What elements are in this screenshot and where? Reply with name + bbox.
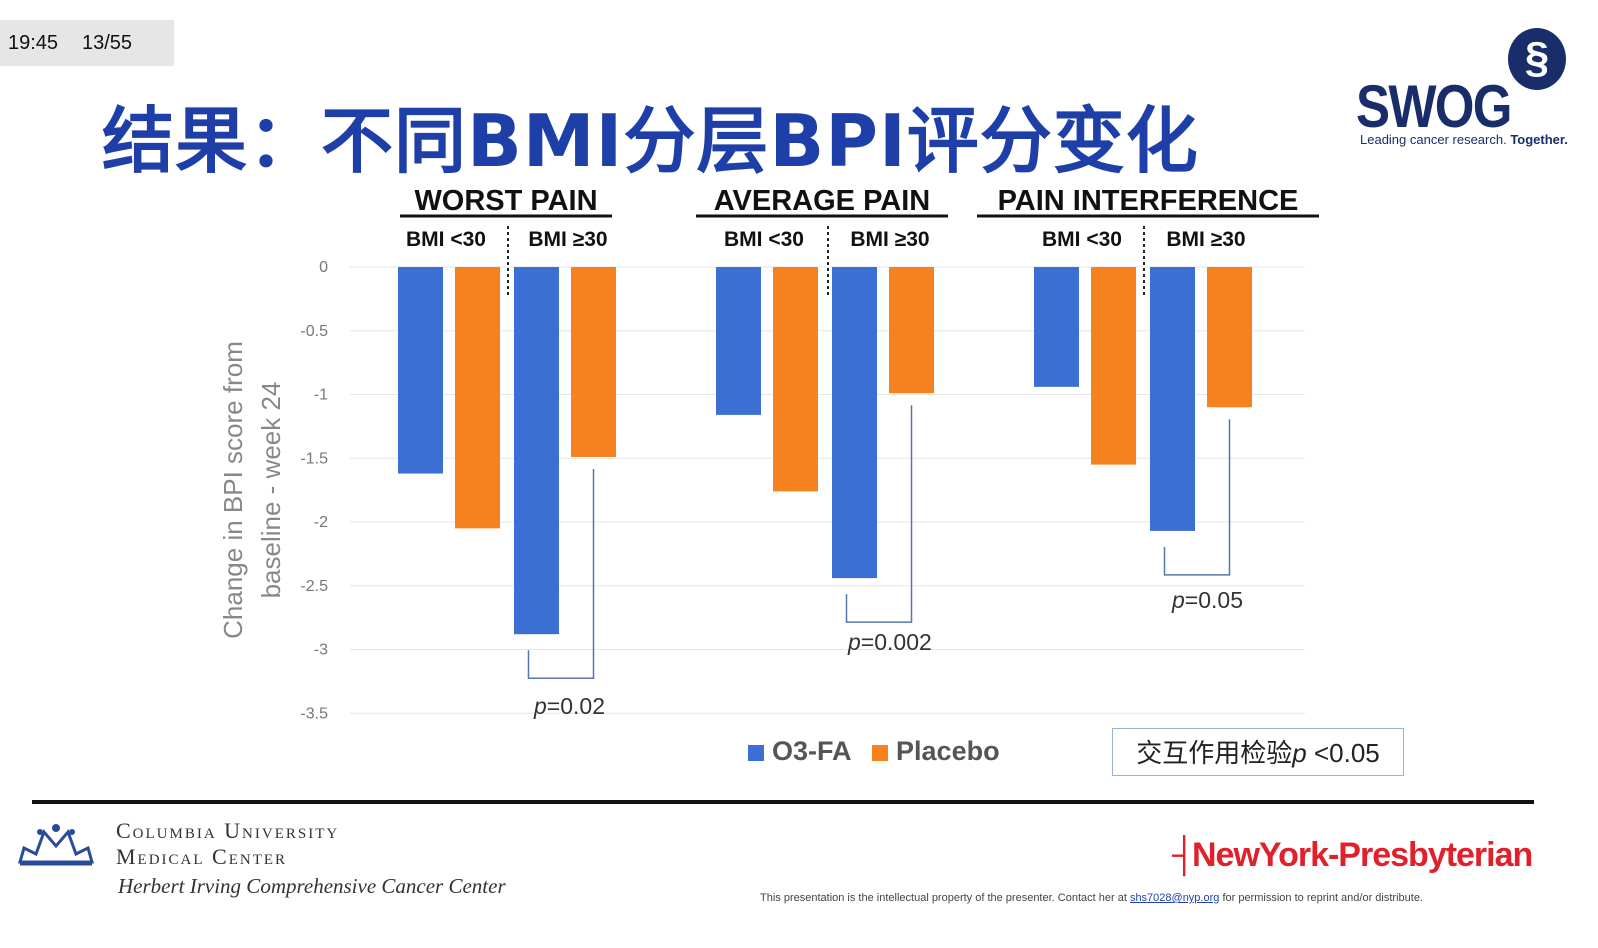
legend-label-o3fa: O3-FA — [772, 736, 851, 766]
bar-placebo — [889, 267, 934, 394]
disclaimer: This presentation is the intellectual pr… — [760, 892, 1423, 904]
status-bar: 19:45 13/55 — [0, 20, 174, 66]
y-tick-label: -1 — [314, 387, 328, 404]
subgroup-label: BMI ≥30 — [528, 228, 607, 251]
legend-label-placebo: Placebo — [896, 736, 1000, 766]
swog-logo: SWOG § Leading cancer research. Together… — [1356, 24, 1576, 154]
columbia-line2: Medical Center — [116, 844, 288, 869]
legend-swatch-placebo — [872, 744, 889, 761]
slide-title: 结果：不同BMI分层BPI评分变化 — [102, 99, 1199, 183]
interaction-test-box: 交互作用检验p <0.05 — [1112, 728, 1404, 776]
y-axis-label-line1: Change in BPI score from — [218, 341, 248, 639]
y-tick-label: -3.5 — [300, 705, 328, 722]
swog-emblem-icon: § — [1508, 28, 1566, 90]
significance-bracket — [845, 405, 913, 623]
subgroup-label: BMI <30 — [406, 228, 486, 251]
significance-bracket — [1163, 419, 1231, 576]
bar-o3fa — [1150, 267, 1195, 531]
p-value-label: p=0.02 — [533, 693, 605, 719]
group-title: PAIN INTERFERENCE — [998, 185, 1299, 217]
chart-legend: O3-FA Placebo — [748, 736, 1000, 767]
columbia-logo: Columbia University Medical Center Herbe… — [16, 818, 656, 908]
subgroup-label: BMI <30 — [724, 228, 804, 251]
crown-icon — [18, 824, 94, 866]
group-title: AVERAGE PAIN — [714, 185, 930, 217]
bar-o3fa — [716, 267, 761, 415]
bar-o3fa — [832, 267, 877, 579]
y-tick-label: -2 — [314, 514, 328, 531]
group-title: WORST PAIN — [414, 185, 597, 217]
bar-placebo — [1207, 267, 1252, 408]
bar-chart: 0 -0.5 -1 -1.5 -2 -2.5 -3 -3.5 Change in BPI sco… — [218, 185, 1319, 722]
columbia-line3: Herbert Irving Comprehensive Cancer Cent… — [118, 874, 506, 898]
clock: 19:45 — [8, 32, 59, 54]
subgroup-label: BMI ≥30 — [1166, 228, 1245, 251]
p-value-label: p=0.05 — [1171, 587, 1243, 613]
bar-placebo — [773, 267, 818, 492]
bar-o3fa — [514, 267, 559, 635]
bar-placebo — [571, 267, 616, 457]
bar-placebo — [1091, 267, 1136, 465]
contact-email-link[interactable]: shs7028@nyp.org — [1129, 892, 1220, 904]
y-tick-label: 0 — [319, 259, 328, 276]
y-tick-label: -2.5 — [300, 578, 328, 595]
columbia-line1: Columbia University — [116, 818, 340, 843]
p-value-label: p=0.002 — [847, 629, 932, 655]
page-counter: 13/55 — [82, 32, 133, 54]
swog-tagline: Leading cancer research. Together. — [1360, 132, 1568, 147]
bar-o3fa — [398, 267, 443, 474]
y-tick-label: -3 — [314, 642, 328, 659]
subgroup-label: BMI ≥30 — [850, 228, 929, 251]
subgroup-label: BMI <30 — [1042, 228, 1122, 251]
y-axis-label-line2: baseline - week 24 — [256, 382, 286, 599]
nyp-mark-icon: ┤ — [1172, 836, 1196, 874]
swog-wordmark: SWOG — [1356, 73, 1512, 140]
footer-divider — [32, 800, 1534, 804]
legend-swatch-o3fa — [748, 744, 764, 761]
nyp-logo: ┤NewYork-Presbyterian — [1172, 836, 1533, 874]
significance-bracket — [527, 468, 595, 679]
bar-placebo — [455, 267, 500, 529]
y-tick-label: -0.5 — [300, 323, 328, 340]
bar-o3fa — [1034, 267, 1079, 387]
y-tick-label: -1.5 — [300, 450, 328, 467]
